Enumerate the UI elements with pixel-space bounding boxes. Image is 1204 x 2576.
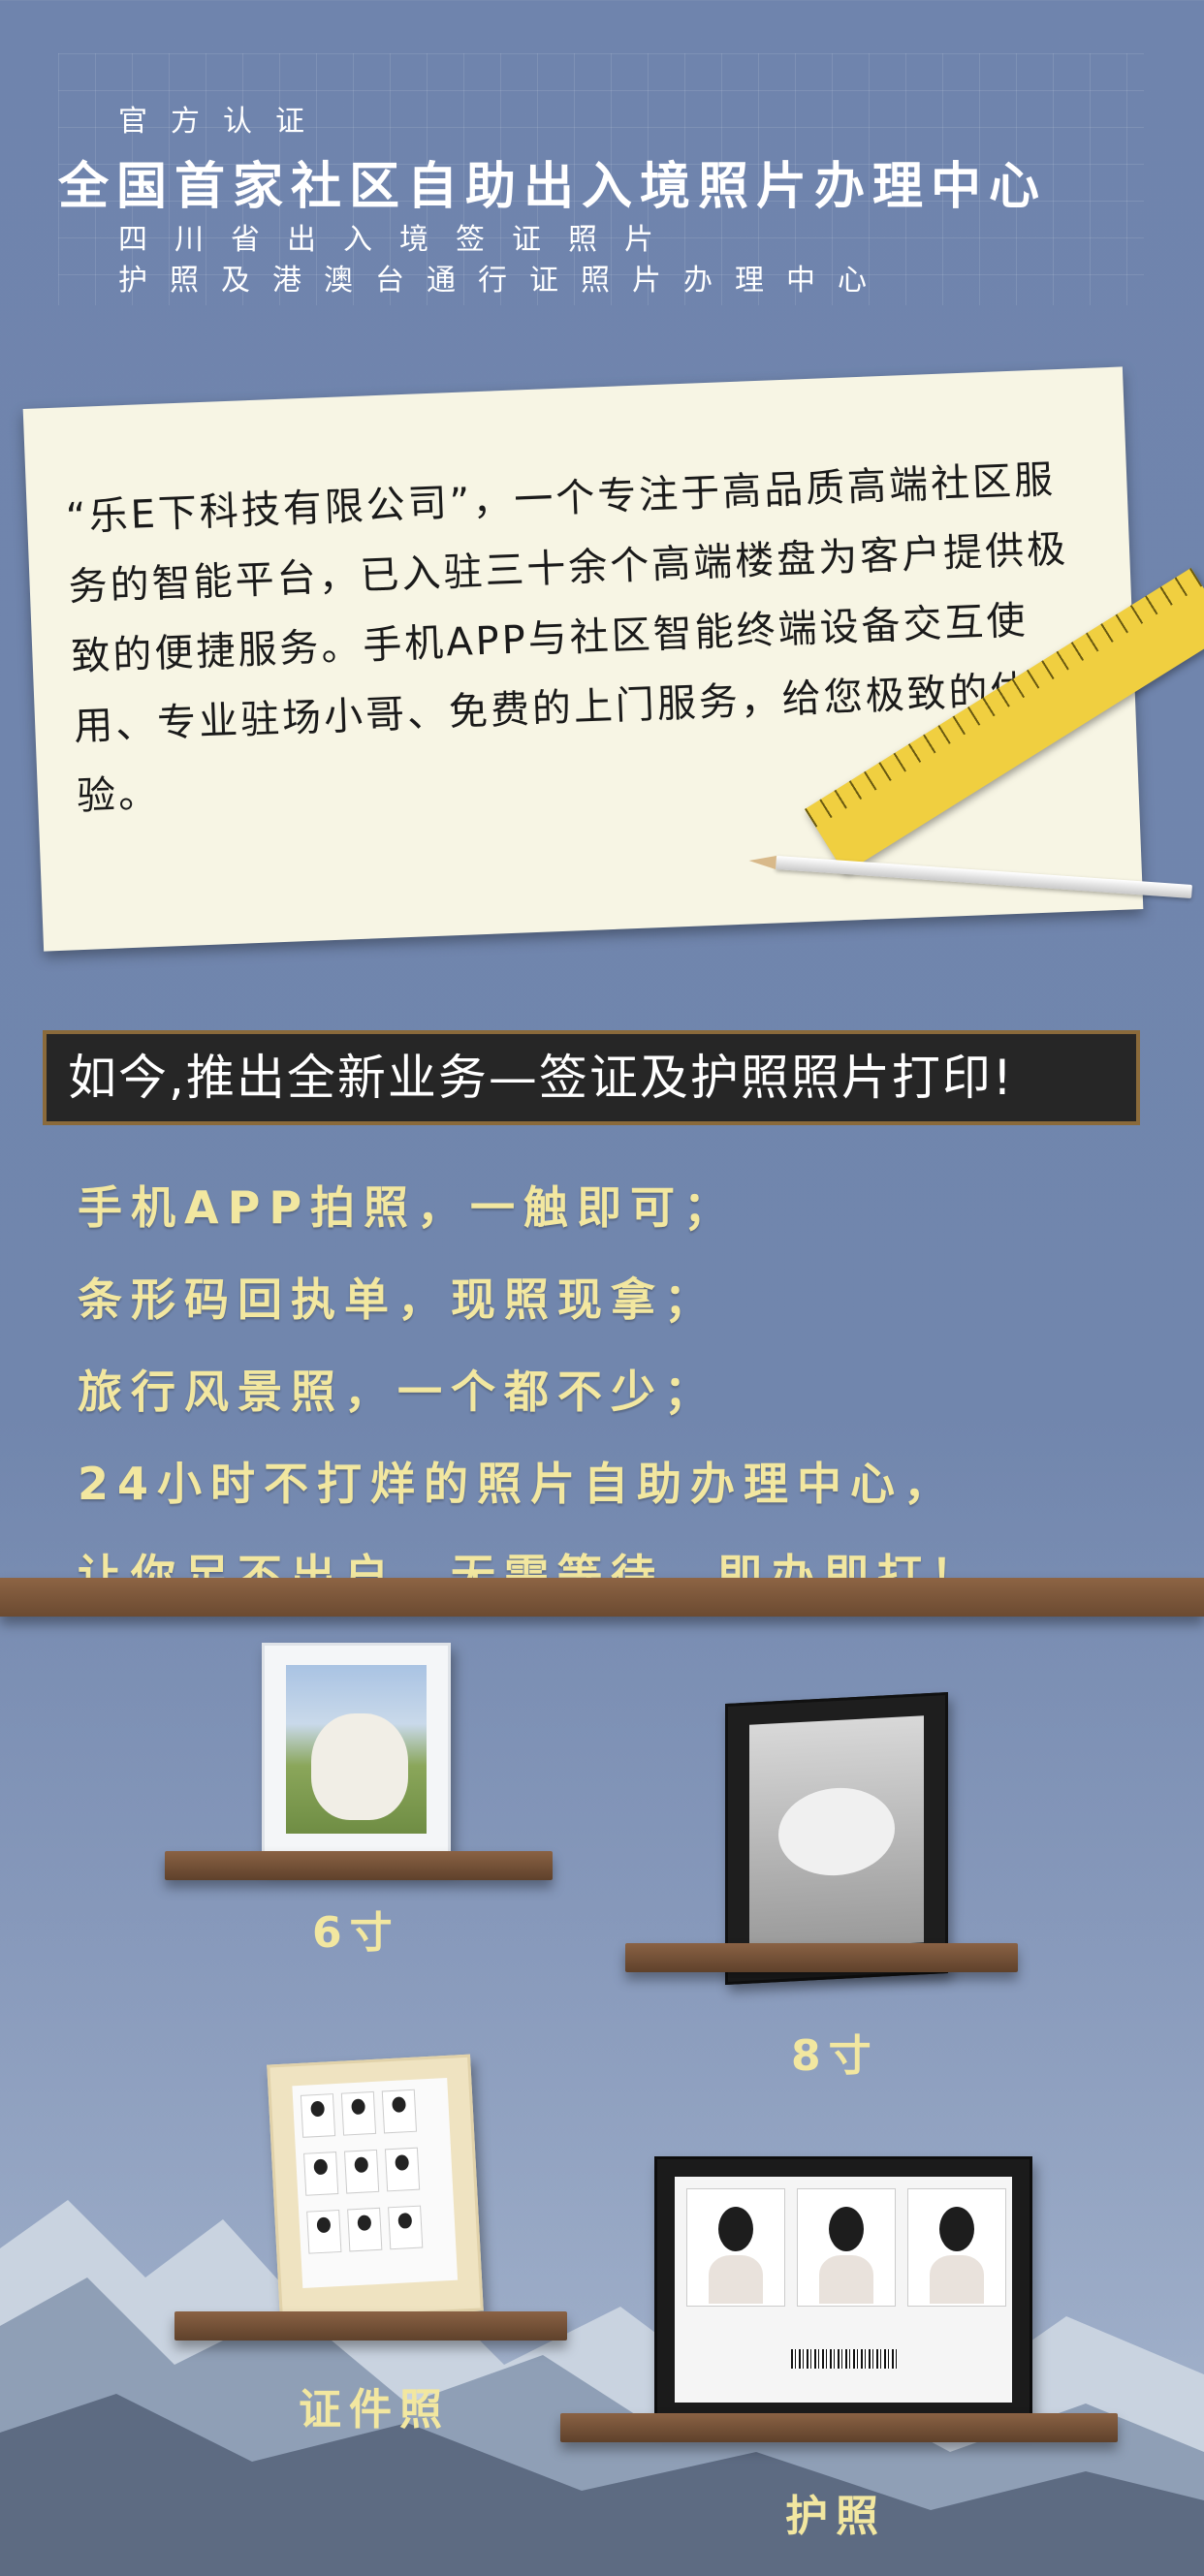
passport-frame xyxy=(654,2156,1032,2423)
cat-photo xyxy=(749,1715,924,1952)
feature-item: 手机APP拍照，一触即可； xyxy=(78,1181,738,1234)
page-title: 全国首家社区自助出入境照片办理中心 xyxy=(58,158,1048,216)
shelf-passport xyxy=(560,2413,1118,2442)
intro-paper-card: “乐E下科技有限公司”，一个专注于高品质高端社区服务的智能平台，已入驻三十余个高… xyxy=(22,366,1144,952)
passport-receipt xyxy=(675,2177,1012,2403)
eight-inch-frame xyxy=(725,1691,948,1986)
shelf-eight-inch xyxy=(625,1943,1018,1972)
header-grid-background xyxy=(58,53,1144,305)
feature-item: 旅行风景照，一个都不少； xyxy=(78,1366,717,1418)
official-cert-label: 官方认证 xyxy=(118,105,328,139)
barcode xyxy=(791,2349,898,2369)
six-inch-frame xyxy=(262,1643,451,1866)
feature-item: 24小时不打烊的照片自助办理中心， xyxy=(78,1458,958,1510)
dog-photo xyxy=(286,1665,427,1834)
subtitle-passport-center: 护照及港澳台通行证照片办理中心 xyxy=(118,264,889,298)
label-passport: 护照 xyxy=(785,2492,886,2541)
new-service-banner: 如今,推出全新业务—签证及护照照片打印! xyxy=(43,1030,1140,1125)
shelf-six-inch xyxy=(165,1851,553,1880)
label-six-inch: 6寸 xyxy=(312,1908,400,1958)
subtitle-visa-photos: 四川省出入境签证照片 xyxy=(118,223,681,257)
id-photo-frame xyxy=(267,2054,484,2322)
id-photo-sheet xyxy=(292,2077,459,2289)
label-eight-inch: 8寸 xyxy=(791,2031,879,2081)
feature-item: 条形码回执单，现照现拿； xyxy=(78,1273,717,1326)
label-id-photo: 证件照 xyxy=(299,2385,450,2435)
top-shelf xyxy=(0,1578,1204,1617)
shelf-id-photo xyxy=(174,2311,567,2340)
